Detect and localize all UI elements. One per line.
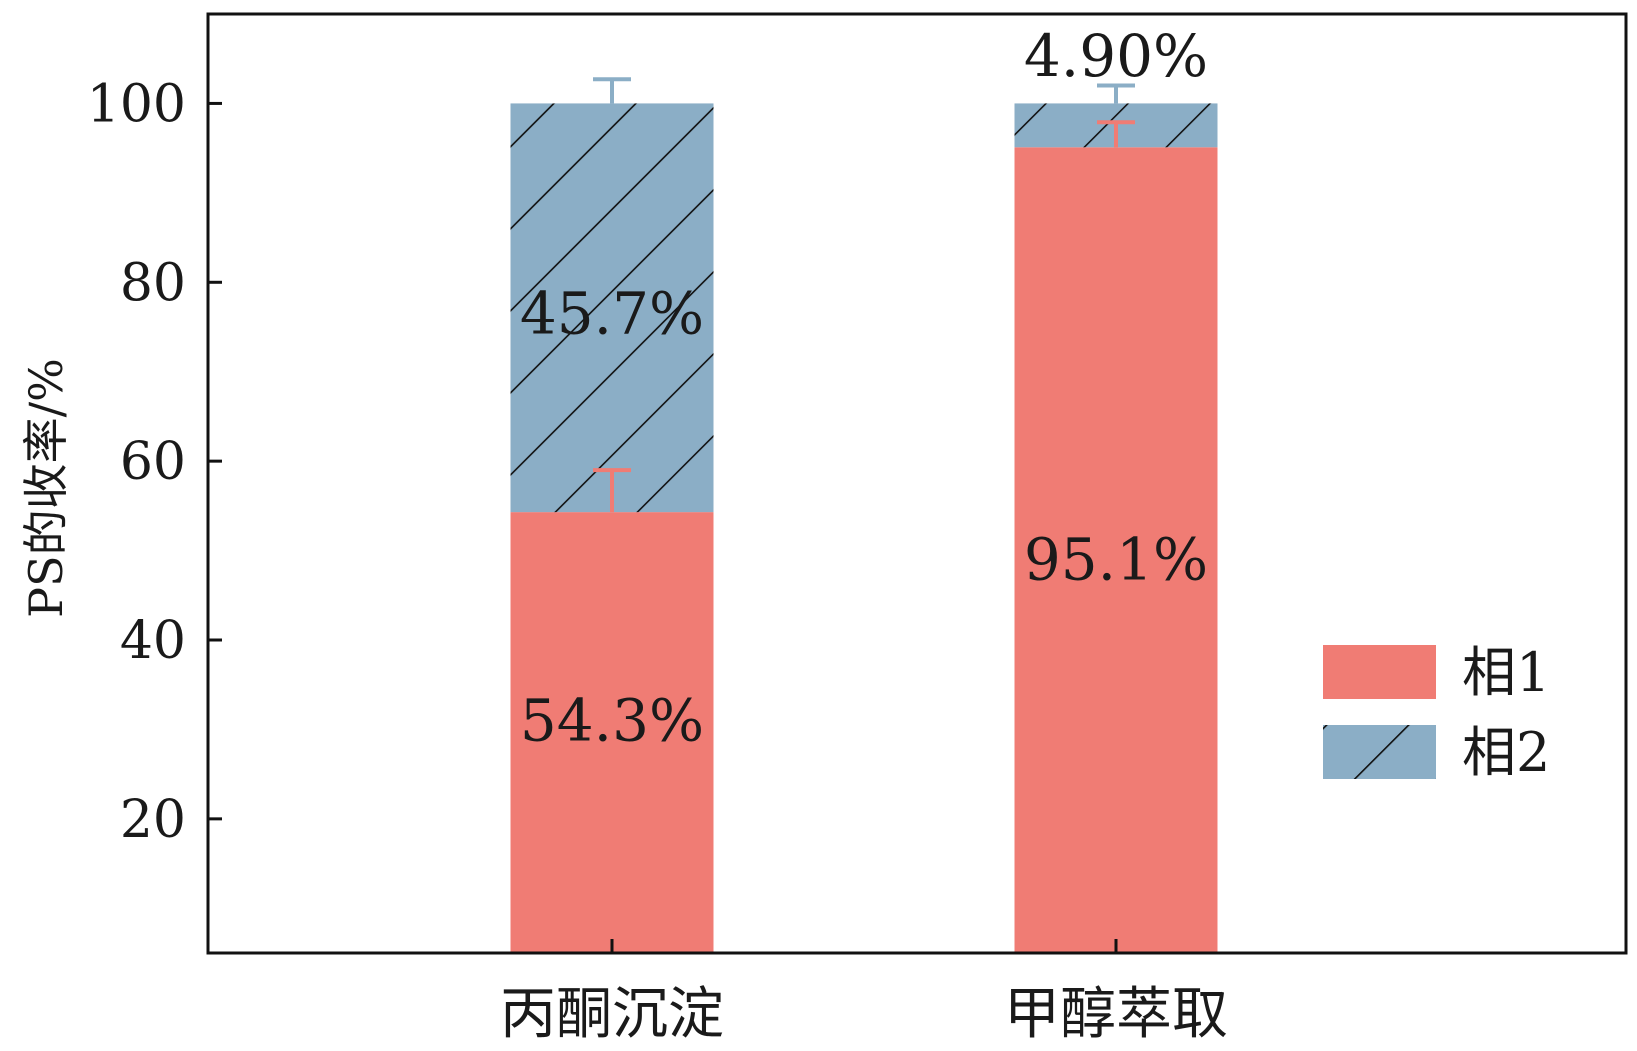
y-axis: 20 40 60 80 100 [87, 74, 222, 850]
bar-1-1 [510, 512, 714, 953]
legend-label-2: 相2 [1462, 721, 1550, 784]
data-label-2-1: 45.7% [520, 280, 704, 348]
legend-swatch-hatch-2 [1323, 725, 1436, 779]
legend-swatch-1 [1323, 645, 1436, 699]
y-tick-label: 80 [120, 253, 186, 313]
data-label-1-1: 54.3% [520, 686, 704, 754]
y-tick-label: 60 [120, 432, 186, 492]
y-tick-label: 20 [120, 790, 186, 850]
legend-label-1: 相1 [1462, 641, 1550, 704]
y-tick-label: 40 [120, 611, 186, 671]
y-axis-label: PS的收率/% [19, 358, 73, 618]
error-bar-2-1 [593, 77, 631, 104]
error-bar-2-2 [1097, 83, 1135, 104]
plot-frame [206, 12, 1628, 955]
x-axis: 丙酮沉淀 甲醇萃取 [500, 939, 1228, 1047]
data-labels-layer: 54.3% 95.1% 45.7% 4.90% [520, 22, 1208, 754]
x-category-label: 丙酮沉淀 [500, 982, 724, 1047]
error-bars-layer [593, 77, 1135, 513]
data-label-1-2: 95.1% [1024, 526, 1208, 594]
data-label-2-2: 4.90% [1024, 22, 1208, 90]
error-bar-1-2 [1097, 120, 1135, 148]
bar-1-2 [1014, 147, 1218, 954]
x-category-label: 甲醇萃取 [1004, 982, 1228, 1047]
y-tick-label: 100 [87, 74, 186, 134]
error-bar-1-1 [593, 468, 631, 513]
bar-hatch-2-1 [510, 103, 714, 513]
